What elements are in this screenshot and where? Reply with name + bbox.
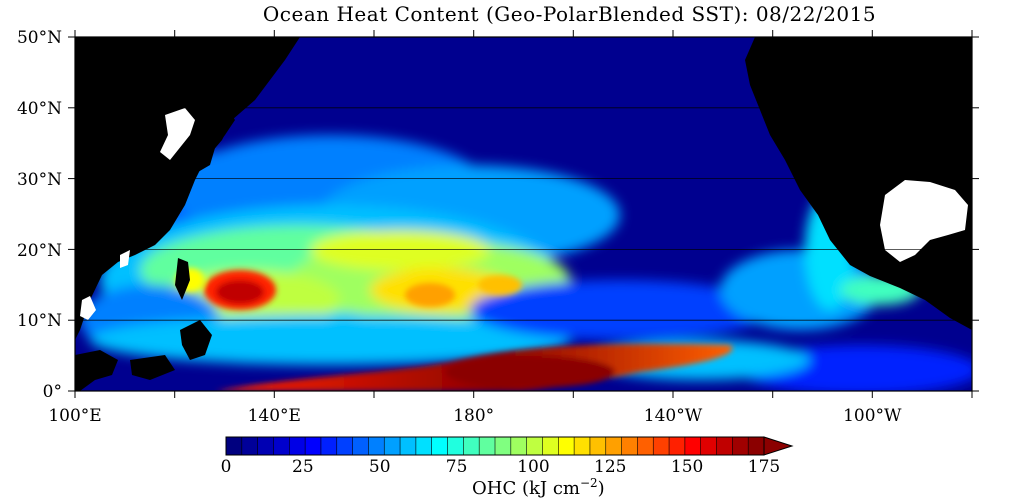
map-frame [74, 36, 973, 392]
colorbar-swatch [352, 437, 369, 455]
colorbar-extend-arrow [763, 436, 794, 456]
colorbar-swatch [479, 437, 496, 455]
colorbar-swatch [226, 437, 243, 455]
longitude-labels: 100°E 140°E 180° 140°W 100°W [48, 406, 902, 426]
colorbar-tick-label: 100 [517, 457, 549, 477]
colorbar-swatch [320, 437, 338, 455]
colorbar-swatch [669, 437, 686, 455]
lon-label-180: 180° [453, 406, 494, 426]
latitude-labels: 50°N 40°N 30°N 20°N 10°N 0° [17, 28, 62, 402]
colorbar-swatch [495, 437, 512, 455]
lat-label-30n: 30°N [17, 170, 62, 190]
colorbar-swatch [748, 437, 765, 455]
colorbar-swatch [732, 437, 749, 455]
colorbar-swatch [542, 437, 559, 455]
colorbar-swatch [368, 437, 385, 455]
colorbar-title-text: OHC (kJ cm [472, 478, 580, 499]
lon-label-140w: 140°W [644, 406, 703, 426]
colorbar-swatch [684, 437, 702, 455]
colorbar-swatch [700, 437, 717, 455]
lat-label-50n: 50°N [17, 28, 62, 48]
colorbar-title-close: ) [597, 478, 605, 499]
missing-data [80, 108, 968, 320]
lat-label-20n: 20°N [17, 241, 62, 261]
colorbar-swatch [621, 437, 638, 455]
ohc-field [80, 135, 972, 391]
lon-label-100w: 100°W [843, 406, 902, 426]
colorbar-title-exponent: −2 [579, 476, 598, 490]
map-panel [75, 37, 972, 391]
colorbar-swatch [336, 437, 353, 455]
map-title: Ocean Heat Content (Geo-PolarBlended SST… [262, 2, 877, 26]
colorbar-tick-label: 75 [446, 457, 468, 477]
colorbar-tick-label: 0 [221, 457, 232, 477]
colorbar-tick-label: 50 [369, 457, 391, 477]
graticule [75, 107, 972, 321]
colorbar-title: OHC (kJ cm−2) [472, 476, 605, 499]
colorbar-swatch [431, 437, 448, 455]
colorbar-tick-label: 25 [292, 457, 314, 477]
colorbar-swatch [415, 437, 433, 455]
axis-ticks [68, 30, 979, 398]
colorbar-swatch [400, 437, 417, 455]
colorbar-swatch [526, 437, 543, 455]
colorbar-swatch [653, 437, 670, 455]
colorbar-swatch [716, 437, 733, 455]
colorbar-swatch [305, 437, 322, 455]
colorbar-swatch [558, 437, 575, 455]
lat-label-40n: 40°N [17, 99, 62, 119]
colorbar-swatch [637, 437, 654, 455]
colorbar-swatch [447, 437, 464, 455]
lat-label-0: 0° [43, 382, 62, 402]
colorbar-swatch [241, 437, 258, 455]
colorbar-swatch [289, 437, 306, 455]
colorbar-tick-labels: 0 25 50 75 100 125 150 175 [221, 457, 781, 477]
lon-label-100e: 100°E [48, 406, 101, 426]
colorbar-swatch [574, 437, 591, 455]
colorbar-tick-label: 175 [748, 457, 780, 477]
colorbar-swatch [589, 437, 607, 455]
colorbar-tick-label: 150 [671, 457, 703, 477]
colorbar-swatch [605, 437, 622, 455]
lat-label-10n: 10°N [17, 311, 62, 331]
colorbar-tick-label: 125 [594, 457, 626, 477]
colorbar-swatch [463, 437, 480, 455]
colorbar-swatch [510, 437, 527, 455]
colorbar-swatch [384, 437, 401, 455]
land-masses [75, 37, 972, 391]
colorbar [225, 436, 794, 456]
lon-label-140e: 140°E [248, 406, 301, 426]
colorbar-swatch [273, 437, 290, 455]
colorbar-swatch [257, 437, 274, 455]
